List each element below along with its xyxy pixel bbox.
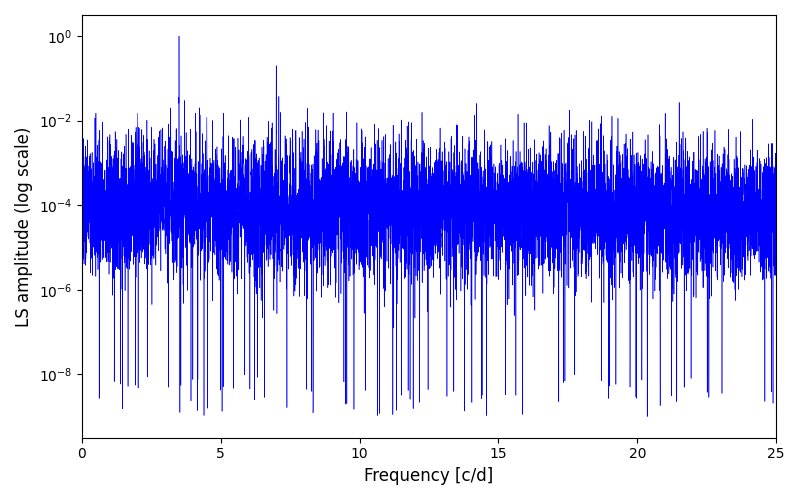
X-axis label: Frequency [c/d]: Frequency [c/d] <box>364 467 494 485</box>
Y-axis label: LS amplitude (log scale): LS amplitude (log scale) <box>15 126 33 326</box>
